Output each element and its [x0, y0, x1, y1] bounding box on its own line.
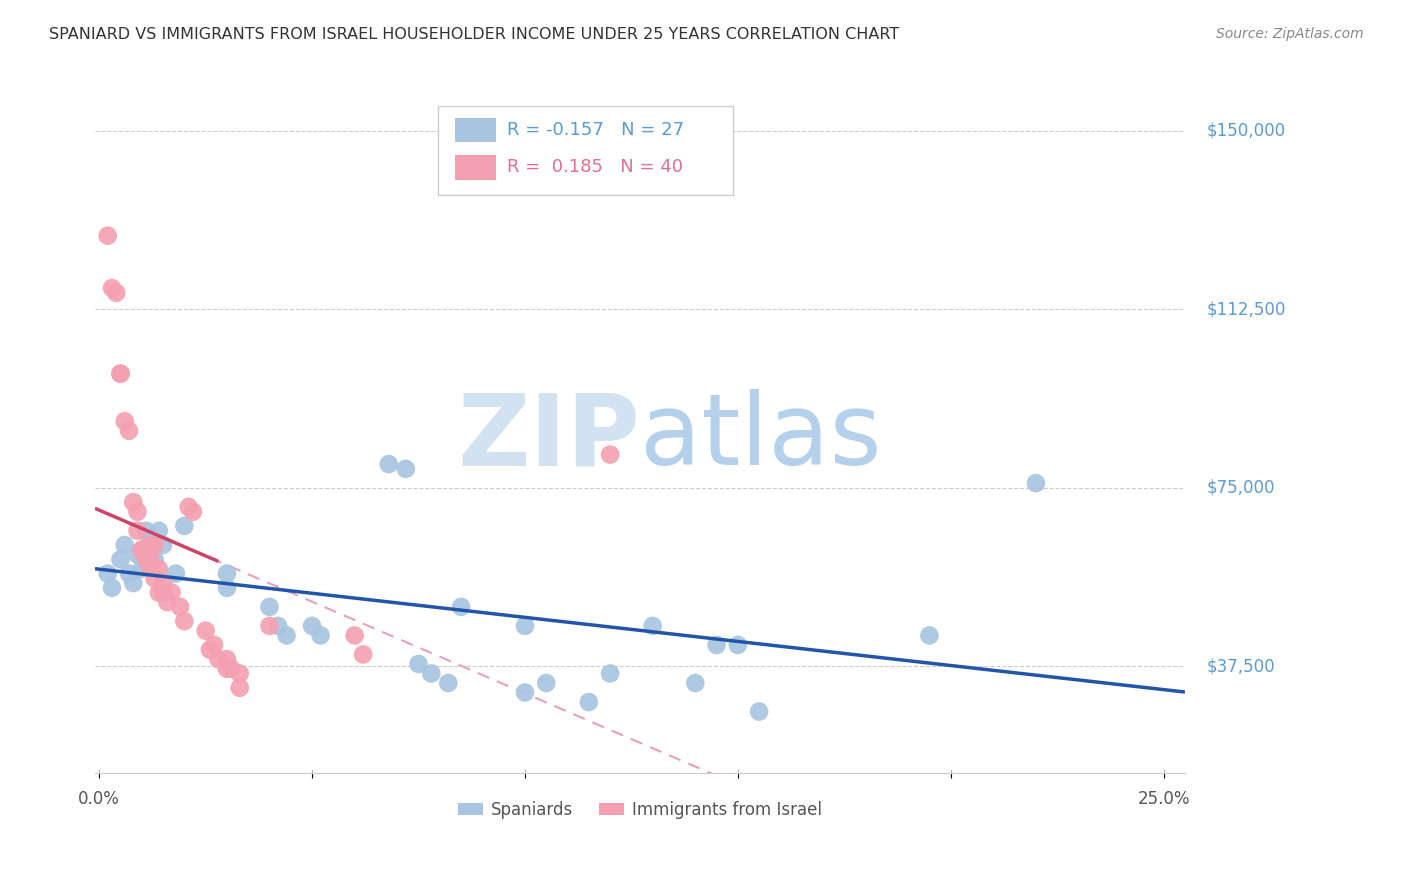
Point [228, 666, 250, 681]
Point [450, 599, 472, 614]
Point [215, 662, 238, 676]
Point [177, 500, 200, 514]
Point [122, 576, 145, 591]
Point [207, 652, 229, 666]
Point [1025, 476, 1047, 491]
Point [131, 542, 153, 557]
Text: atlas: atlas [640, 390, 882, 486]
Point [169, 599, 191, 614]
Point [215, 652, 238, 666]
Point [377, 457, 399, 471]
Text: R =  0.185   N = 40: R = 0.185 N = 40 [508, 159, 683, 177]
Point [152, 538, 174, 552]
Point [173, 614, 195, 628]
FancyBboxPatch shape [439, 106, 733, 195]
Point [131, 562, 153, 576]
Point [513, 685, 536, 699]
Point [110, 552, 132, 566]
Point [395, 462, 418, 476]
Text: Source: ZipAtlas.com: Source: ZipAtlas.com [1216, 27, 1364, 41]
Text: $37,500: $37,500 [1206, 657, 1275, 675]
Point [259, 619, 281, 633]
Point [139, 552, 162, 566]
Point [918, 628, 941, 642]
Point [536, 676, 558, 690]
Point [181, 505, 204, 519]
Point [143, 538, 166, 552]
Point [165, 566, 187, 581]
Point [215, 566, 238, 581]
Point [343, 628, 366, 642]
Point [97, 228, 120, 243]
Point [101, 281, 124, 295]
Point [148, 585, 170, 599]
Point [198, 642, 221, 657]
Point [219, 662, 242, 676]
Point [114, 538, 136, 552]
Point [301, 619, 323, 633]
Point [215, 581, 238, 595]
Point [135, 552, 157, 566]
Point [156, 595, 179, 609]
Text: R = -0.157   N = 27: R = -0.157 N = 27 [508, 121, 685, 139]
Legend: Spaniards, Immigrants from Israel: Spaniards, Immigrants from Israel [451, 795, 828, 826]
Point [110, 367, 132, 381]
Text: SPANIARD VS IMMIGRANTS FROM ISRAEL HOUSEHOLDER INCOME UNDER 25 YEARS CORRELATION: SPANIARD VS IMMIGRANTS FROM ISRAEL HOUSE… [49, 27, 900, 42]
Point [135, 524, 157, 538]
Point [139, 533, 162, 548]
Point [139, 562, 162, 576]
Point [194, 624, 217, 638]
Point [97, 566, 120, 581]
Point [408, 657, 430, 671]
Point [276, 628, 298, 642]
Text: 25.0%: 25.0% [1137, 790, 1189, 808]
Point [127, 524, 149, 538]
Point [143, 571, 166, 585]
Point [118, 424, 141, 438]
Point [259, 599, 281, 614]
Point [437, 676, 460, 690]
Point [420, 666, 443, 681]
Point [578, 695, 600, 709]
Text: ZIP: ZIP [457, 390, 640, 486]
Point [105, 285, 128, 300]
Point [148, 562, 170, 576]
Text: $112,500: $112,500 [1206, 301, 1285, 318]
Point [101, 581, 124, 595]
Text: $75,000: $75,000 [1206, 479, 1275, 497]
Point [706, 638, 728, 652]
Point [685, 676, 707, 690]
Point [143, 552, 166, 566]
Point [352, 648, 374, 662]
Point [122, 495, 145, 509]
Point [202, 638, 225, 652]
Text: 0.0%: 0.0% [79, 790, 120, 808]
Point [152, 576, 174, 591]
Point [513, 619, 536, 633]
Point [139, 538, 162, 552]
Point [127, 505, 149, 519]
Text: $150,000: $150,000 [1206, 122, 1285, 140]
Point [173, 519, 195, 533]
FancyBboxPatch shape [454, 118, 496, 143]
Point [267, 619, 290, 633]
Point [160, 585, 183, 599]
Point [110, 367, 132, 381]
Point [599, 666, 621, 681]
Point [131, 542, 153, 557]
Point [727, 638, 749, 652]
Point [748, 705, 770, 719]
Point [118, 566, 141, 581]
Point [114, 414, 136, 428]
Point [152, 585, 174, 599]
FancyBboxPatch shape [454, 155, 496, 179]
Point [127, 548, 149, 562]
Point [148, 524, 170, 538]
Point [599, 448, 621, 462]
Point [309, 628, 332, 642]
Point [228, 681, 250, 695]
Point [641, 619, 664, 633]
